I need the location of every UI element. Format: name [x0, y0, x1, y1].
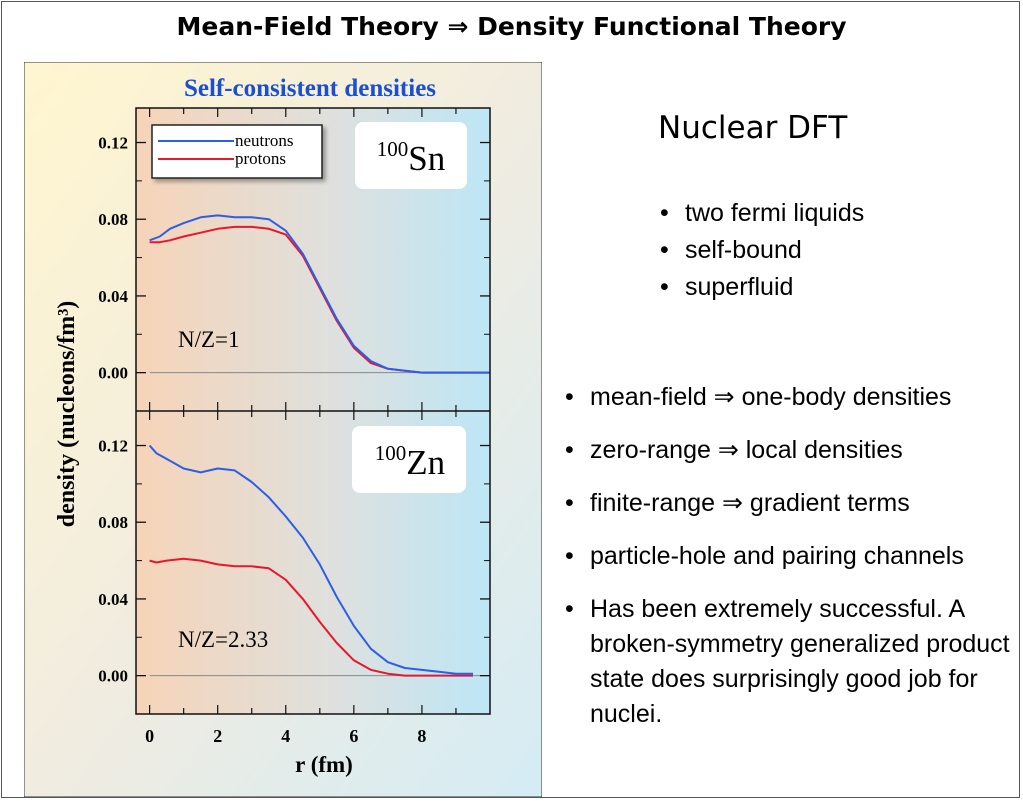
density-chart-svg: Self-consistent densities 0.000.040.080.…	[24, 62, 542, 797]
y-tick-label: 0.12	[98, 437, 128, 456]
nucleus-label-box	[355, 122, 467, 189]
density-figure: Self-consistent densities 0.00 0.04 0.08 0.…	[24, 62, 542, 797]
svg-text:100Zn: 100Zn	[375, 441, 445, 482]
y-tick-label: 0.08	[98, 513, 128, 532]
y-tick-label: 0.04	[98, 590, 128, 609]
bullet-item: zero-range ⇒ local densities	[565, 433, 1015, 468]
bullet-item: two fermi liquids	[660, 195, 864, 232]
bullet-item: particle-hole and pairing channels	[565, 539, 1015, 574]
bullet-item: Has been extremely successful. A broken-…	[565, 592, 1015, 732]
series-line-neutrons	[149, 214, 490, 374]
series-line-protons	[149, 557, 473, 677]
nuclear-dft-heading: Nuclear DFT	[658, 110, 848, 146]
lower-bullet-list: mean-field ⇒ one-body densities zero-ran…	[565, 380, 1015, 750]
legend-label-protons: protons	[235, 149, 286, 168]
y-axis-label: density (nucleons/fm³)	[54, 301, 80, 528]
legend-label-neutrons: neutrons	[235, 131, 294, 150]
ratio-label-sn: N/Z=1	[178, 327, 240, 352]
y-tick-label: 0.00	[98, 364, 128, 383]
nucleus-label-zn: 100Zn	[352, 426, 466, 493]
x-tick-label: 4	[281, 726, 290, 746]
x-tick-label: 8	[417, 726, 426, 746]
nucleus-mass-number: 100	[375, 441, 407, 465]
chart-title: Self-consistent densities	[184, 75, 436, 102]
x-axis-label: r (fm)	[295, 752, 353, 777]
bullet-item: mean-field ⇒ one-body densities	[565, 380, 1015, 415]
y-tick-label: 0.08	[98, 210, 128, 229]
panel-zn: 0.00 0.04 0.08 0.12 100Zn N/Z=2.33	[98, 411, 490, 714]
nucleus-label-sn: 100Sn	[355, 122, 467, 189]
bullet-item: self-bound	[660, 232, 864, 269]
series-line-neutrons	[148, 444, 473, 675]
panel-sn: 0.000.040.080.12 neutrons protons 100Sn …	[98, 108, 490, 411]
bullet-item: superfluid	[660, 269, 864, 306]
x-tick-label: 2	[213, 726, 222, 746]
nucleus-symbol: Sn	[408, 139, 445, 178]
y-tick-label: 0.12	[98, 134, 128, 153]
y-tick-label: 0.04	[98, 287, 128, 306]
nucleus-mass-number: 100	[377, 137, 409, 161]
slide-title: Mean-Field Theory ⇒ Density Functional T…	[176, 12, 847, 41]
nucleus-label-box	[352, 426, 466, 493]
legend-box	[151, 124, 323, 179]
x-tick-label: 6	[349, 726, 358, 746]
nucleus-symbol: Zn	[406, 443, 445, 482]
bullet-item: finite-range ⇒ gradient terms	[565, 486, 1015, 521]
upper-bullet-list: two fermi liquids self-bound superfluid	[660, 195, 864, 306]
svg-text:100Sn: 100Sn	[377, 137, 445, 178]
ratio-label-zn: N/Z=2.33	[178, 627, 268, 652]
x-tick-label: 0	[145, 726, 154, 746]
y-tick-label: 0.00	[98, 667, 128, 686]
legend: neutrons protons	[151, 124, 323, 179]
